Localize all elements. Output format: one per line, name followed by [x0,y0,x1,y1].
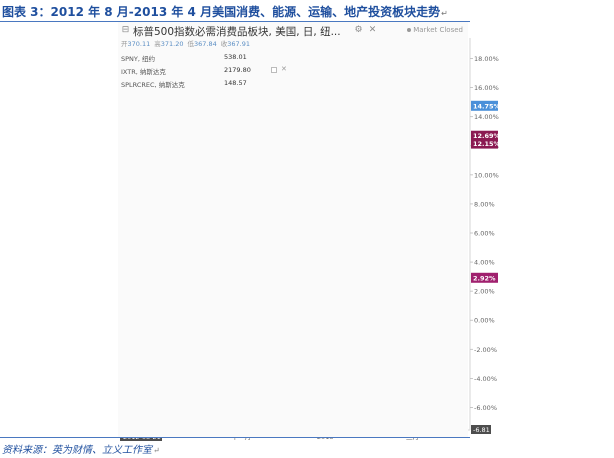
figure-title: 图表 3：2012 年 8 月-2013 年 4 月美国消费、能源、运输、地产投… [2,5,448,19]
high-value: 371.20 [160,40,184,48]
figure-source: 资料来源：英为财情、立义工作室↵ [2,445,160,456]
end-tag-label: 12.15% [473,140,501,148]
end-tag-bg [471,138,498,149]
source-rule [0,437,470,438]
legend-item-splrcrec[interactable]: SPLRCREC, 纳斯达克 148.57 [121,78,296,89]
y-tick-label: 6.00% [474,230,495,238]
end-tag-bg [471,272,498,283]
corner-tag-bg [471,425,491,434]
legend-remove-icon[interactable]: ✕ [281,65,287,73]
low-value: 367.84 [194,40,217,48]
y-tick-label: 16.00% [474,84,499,92]
close-value: 367.91 [227,40,250,48]
market-status: Market Closed [407,26,463,34]
chart-name[interactable]: 标普500指数必需消费品板块, 美国, 日, 纽... [133,26,341,38]
y-tick-label: 4.00% [474,259,495,267]
end-tag-label: 2.92% [473,274,496,282]
y-tick-label: 10.00% [474,171,499,179]
end-tag-bg [471,130,498,141]
legend-value: 148.57 [224,79,247,87]
status-dot-icon [407,28,412,32]
end-tag-label: 14.75% [473,102,501,110]
y-tick-label: 14.00% [474,113,499,121]
y-tick-label: -2.00% [474,346,497,354]
collapse-icon[interactable]: ⊟ [121,25,130,35]
y-tick-label: 18.00% [474,55,499,63]
open-value: 370.11 [127,40,151,48]
legend-value: 2179.80 [224,66,251,74]
close-label: 收 [220,40,228,48]
y-tick-label: -4.00% [474,375,497,383]
low-label: 低 [187,40,195,48]
legend-item-ixtr[interactable]: IXTR, 纳斯达克 2179.80 ✕ [121,65,296,76]
legend-label: SPNY, 纽约 [121,55,156,63]
open-label: 开 [121,40,128,48]
settings-icon[interactable]: ⚙ [354,25,363,35]
high-label: 高 [154,40,161,48]
legend-item-spny[interactable]: SPNY, 纽约 538.01 [121,52,296,63]
close-icon[interactable]: ✕ [368,25,377,35]
end-tag-label: 12.69% [473,132,501,140]
y-tick-label: 8.00% [474,200,495,208]
ohlc-row: 开370.11 高371.20 低367.84 收367.91 [121,38,254,48]
title-rule [0,21,470,22]
chart-frame [118,22,468,438]
corner-tag-label: -6.81 [473,426,490,434]
chart-header: ⊟ 标普500指数必需消费品板块, 美国, 日, 纽... ⚙ ✕ Market… [121,23,466,39]
y-tick-label: 2.00% [474,288,495,296]
legend-label: SPLRCREC, 纳斯达克 [121,81,185,89]
legend-label: IXTR, 纳斯达克 [121,68,166,76]
y-tick-label: 0.00% [474,317,495,325]
end-tag-bg [471,100,498,111]
legend-settings-icon[interactable] [271,67,277,73]
y-tick-label: -6.00% [474,404,497,412]
legend-value: 538.01 [224,53,247,61]
